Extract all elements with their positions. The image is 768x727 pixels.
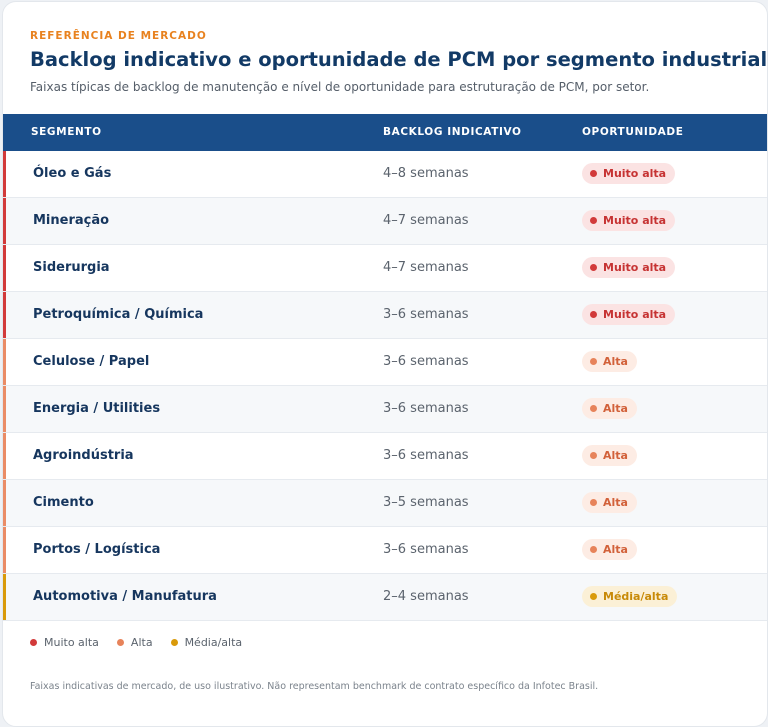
row-accent-bar xyxy=(3,527,6,573)
row-accent-bar xyxy=(3,433,6,479)
opportunity-badge: Média/alta xyxy=(582,586,678,607)
table-row: Mineração 4–7 semanas Muito alta xyxy=(3,198,767,245)
status-dot-icon xyxy=(590,358,597,365)
status-dot-icon xyxy=(590,311,597,318)
table-row: Óleo e Gás 4–8 semanas Muito alta xyxy=(3,151,767,198)
segment-name: Portos / Logística xyxy=(33,542,161,557)
row-accent-bar xyxy=(3,386,6,432)
table-row: Siderurgia 4–7 semanas Muito alta xyxy=(3,245,767,292)
backlog-value: 3–6 semanas xyxy=(383,401,469,416)
segment-name: Óleo e Gás xyxy=(33,166,112,181)
segment-name: Energia / Utilities xyxy=(33,401,161,416)
row-accent-bar xyxy=(3,245,6,291)
segment-name: Siderurgia xyxy=(33,260,110,275)
opportunity-badge: Alta xyxy=(582,492,637,513)
table-header: SEGMENTO BACKLOG INDICATIVO OPORTUNIDADE xyxy=(3,114,767,151)
opportunity-label: Muito alta xyxy=(603,261,667,274)
legend-item: Média/alta xyxy=(170,636,243,649)
status-dot-icon xyxy=(590,593,597,600)
status-dot-icon xyxy=(590,217,597,224)
legend-dot-icon xyxy=(116,639,124,646)
opportunity-label: Média/alta xyxy=(603,590,669,603)
column-header-segment: SEGMENTO xyxy=(31,126,102,138)
opportunity-label: Alta xyxy=(603,543,628,556)
opportunity-badge: Muito alta xyxy=(582,163,676,184)
row-accent-bar xyxy=(3,292,6,338)
backlog-value: 4–7 semanas xyxy=(383,213,469,228)
opportunity-label: Muito alta xyxy=(603,167,667,180)
column-header-backlog: BACKLOG INDICATIVO xyxy=(383,126,522,138)
row-accent-bar xyxy=(3,339,6,385)
backlog-value: 4–7 semanas xyxy=(383,260,469,275)
footnote: Faixas indicativas de mercado, de uso il… xyxy=(30,681,599,692)
row-accent-bar xyxy=(3,574,6,620)
opportunity-badge: Alta xyxy=(582,351,637,372)
table-row: Energia / Utilities 3–6 semanas Alta xyxy=(3,386,767,433)
backlog-value: 3–6 semanas xyxy=(383,307,469,322)
row-accent-bar xyxy=(3,151,6,197)
backlog-value: 3–6 semanas xyxy=(383,542,469,557)
table-row: Automotiva / Manufatura 2–4 semanas Média/… xyxy=(3,574,767,621)
opportunity-label: Alta xyxy=(603,449,628,462)
table-row: Agroindústria 3–6 semanas Alta xyxy=(3,433,767,480)
column-header-opportunity: OPORTUNIDADE xyxy=(582,126,684,138)
page-subtitle: Faixas típicas de backlog de manutenção … xyxy=(30,80,650,94)
table-body: Óleo e Gás 4–8 semanas Muito alta Mineração… xyxy=(3,151,767,621)
segment-name: Cimento xyxy=(33,495,94,510)
legend-dot-icon xyxy=(30,639,37,646)
status-dot-icon xyxy=(590,264,597,271)
legend-label: Muito alta xyxy=(44,636,99,649)
status-dot-icon xyxy=(590,452,597,459)
segment-name: Agroindústria xyxy=(33,448,134,463)
legend-dot-icon xyxy=(170,639,178,646)
status-dot-icon xyxy=(590,499,597,506)
backlog-value: 4–8 semanas xyxy=(383,166,469,181)
opportunity-label: Alta xyxy=(603,496,628,509)
opportunity-badge: Muito alta xyxy=(582,257,676,278)
opportunity-label: Muito alta xyxy=(603,214,667,227)
status-dot-icon xyxy=(590,546,597,553)
status-dot-icon xyxy=(590,405,597,412)
row-accent-bar xyxy=(3,480,6,526)
segment-name: Petroquímica / Química xyxy=(33,307,204,322)
opportunity-badge: Muito alta xyxy=(582,304,676,325)
backlog-value: 3–6 semanas xyxy=(383,354,469,369)
table-row: Cimento 3–5 semanas Alta xyxy=(3,480,767,527)
table-row: Petroquímica / Química 3–6 semanas Muito a… xyxy=(3,292,767,339)
legend-item: Muito alta xyxy=(30,636,99,649)
opportunity-label: Alta xyxy=(603,355,628,368)
opportunity-label: Alta xyxy=(603,402,628,415)
eyebrow-label: REFERÊNCIA DE MERCADO xyxy=(30,30,207,42)
opportunity-badge: Alta xyxy=(582,398,637,419)
backlog-value: 3–6 semanas xyxy=(383,448,469,463)
status-dot-icon xyxy=(590,170,597,177)
page-title: Backlog indicativo e oportunidade de PCM… xyxy=(30,48,768,71)
table-row: Portos / Logística 3–6 semanas Alta xyxy=(3,527,767,574)
legend-label: Média/alta xyxy=(184,636,243,649)
opportunity-badge: Muito alta xyxy=(582,210,676,231)
legend: Muito alta Alta Média/alta xyxy=(30,636,260,649)
opportunity-badge: Alta xyxy=(582,539,637,560)
opportunity-badge: Alta xyxy=(582,445,637,466)
segment-name: Automotiva / Manufatura xyxy=(33,589,217,604)
backlog-value: 2–4 semanas xyxy=(383,589,469,604)
table-row: Celulose / Papel 3–6 semanas Alta xyxy=(3,339,767,386)
segment-name: Celulose / Papel xyxy=(33,354,150,369)
legend-item: Alta xyxy=(116,636,153,649)
opportunity-label: Muito alta xyxy=(603,308,667,321)
backlog-value: 3–5 semanas xyxy=(383,495,469,510)
segment-name: Mineração xyxy=(33,213,110,228)
row-accent-bar xyxy=(3,198,6,244)
legend-label: Alta xyxy=(130,636,153,649)
